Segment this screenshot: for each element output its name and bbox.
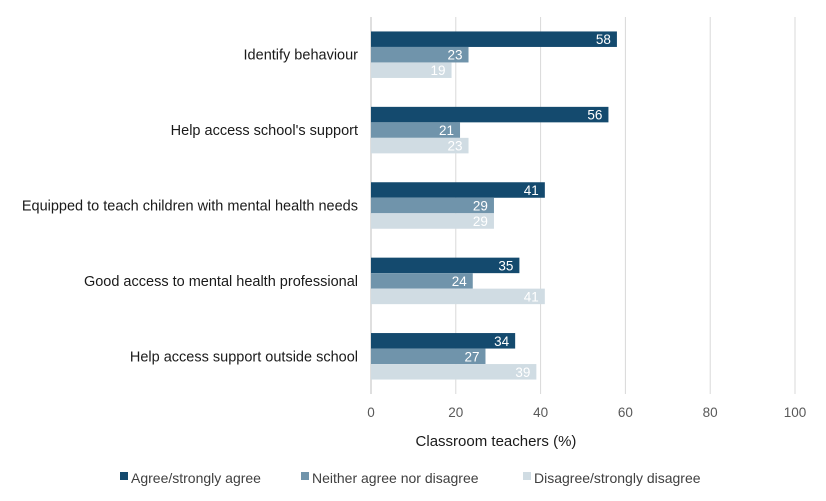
legend-label: Disagree/strongly disagree: [534, 470, 701, 486]
bar: [371, 31, 617, 47]
legend-label: Neither agree nor disagree: [312, 470, 479, 486]
bar: [371, 106, 609, 123]
data-label: 27: [464, 349, 479, 364]
x-tick-label: 60: [618, 405, 633, 420]
category-label: Identify behaviour: [244, 48, 359, 64]
x-tick-label: 0: [367, 405, 375, 420]
data-label: 58: [596, 32, 611, 47]
x-tick-label: 80: [703, 405, 718, 420]
legend-label: Agree/strongly agree: [131, 470, 261, 486]
bar: [371, 273, 473, 289]
bar: [371, 122, 461, 138]
legend-swatch: [120, 472, 128, 480]
bar: [371, 213, 494, 229]
bar: [371, 197, 494, 214]
legend-swatch: [523, 472, 531, 480]
bar: [371, 333, 516, 349]
bar: [371, 257, 520, 274]
category-label: Help access support outside school: [130, 349, 358, 365]
bar: [371, 288, 545, 305]
bar: [371, 364, 537, 380]
bar: [371, 348, 486, 365]
data-label: 23: [447, 139, 462, 154]
data-label: 41: [524, 289, 539, 304]
data-label: 56: [587, 108, 602, 123]
x-axis-title: Classroom teachers (%): [416, 433, 577, 450]
data-label: 39: [515, 365, 530, 380]
data-label: 24: [452, 274, 468, 289]
x-tick-label: 20: [448, 405, 463, 420]
x-tick-labels: 0 20 40 60 80 100: [367, 405, 806, 420]
category-labels: Identify behaviour Help access school's s…: [22, 48, 358, 366]
data-label: 34: [494, 334, 510, 349]
data-label: 23: [447, 48, 462, 63]
bar: [371, 62, 452, 78]
data-label: 21: [439, 123, 454, 138]
gridlines: [370, 17, 796, 394]
bar: [371, 137, 469, 154]
bar: [371, 46, 469, 63]
data-label: 41: [524, 183, 539, 198]
legend-swatch: [301, 472, 309, 480]
data-label: 29: [473, 214, 488, 229]
data-label: 19: [431, 63, 446, 78]
bar: [371, 182, 545, 198]
category-label: Equipped to teach children with mental h…: [22, 199, 358, 215]
category-label: Help access school's support: [171, 123, 358, 139]
x-tick-label: 100: [784, 405, 807, 420]
category-label: Good access to mental health professiona…: [84, 274, 358, 290]
x-tick-label: 40: [533, 405, 548, 420]
legend: Agree/strongly agree Neither agree nor di…: [120, 470, 701, 486]
data-label: 35: [498, 258, 513, 273]
data-label: 29: [473, 199, 488, 214]
